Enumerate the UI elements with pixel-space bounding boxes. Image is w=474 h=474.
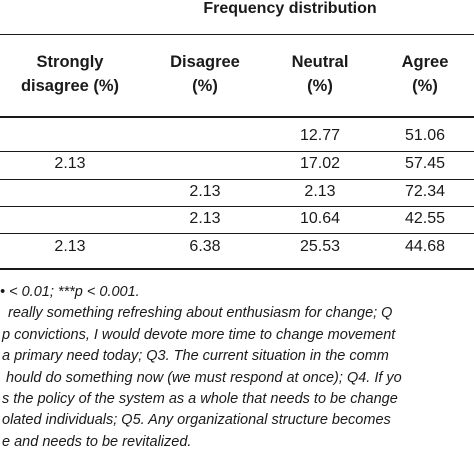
table-notes: • < 0.01; ***p < 0.001. really something… (0, 282, 474, 453)
row-rule (0, 151, 474, 152)
cell-agree: 42.55 (404, 210, 446, 227)
group-header: Frequency distribution (203, 0, 377, 17)
table-row: 2.13 17.02 57.45 (0, 155, 474, 175)
cell-neutral: 10.64 (299, 210, 341, 227)
cell-strongly-disagree: 2.13 (54, 155, 86, 172)
significance-note: • < 0.01; ***p < 0.001. (0, 284, 140, 300)
top-rule (0, 34, 474, 35)
note-line: e and needs to be revitalized. (2, 433, 192, 450)
column-header-disagree: Disagree (%) (170, 53, 240, 95)
table-row: 2.13 6.38 25.53 44.68 (0, 238, 474, 258)
row-rule (0, 206, 474, 207)
cell-neutral: 12.77 (299, 127, 341, 144)
cell-neutral: 2.13 (304, 183, 336, 200)
cell-neutral: 25.53 (299, 238, 341, 255)
table-row: 2.13 2.13 72.34 (0, 183, 474, 203)
cell-neutral: 17.02 (299, 155, 341, 172)
row-rule (0, 179, 474, 180)
row-rule (0, 233, 474, 234)
cell-agree: 51.06 (404, 127, 446, 144)
cell-agree: 72.34 (404, 183, 446, 200)
table-row: 2.13 10.64 42.55 (0, 210, 474, 230)
cell-strongly-disagree: 2.13 (54, 238, 86, 255)
note-line: p convictions, I would devote more time … (2, 326, 396, 343)
note-line: s the policy of the system as a whole th… (2, 391, 398, 408)
column-header-strongly-disagree: Strongly disagree (%) (20, 53, 120, 95)
column-header-neutral: Neutral (%) (291, 53, 349, 95)
cell-agree: 57.45 (404, 155, 446, 172)
cell-disagree: 2.13 (189, 183, 221, 200)
note-line: really something refreshing about enthus… (8, 305, 393, 322)
cell-disagree: 2.13 (189, 210, 221, 227)
column-header-agree: Agree (%) (401, 53, 449, 95)
cell-disagree: 6.38 (189, 238, 221, 255)
header-rule (0, 116, 474, 118)
table-row: 12.77 51.06 (0, 127, 474, 147)
note-line: hould do something now (we must respond … (6, 369, 402, 386)
note-line: a primary need today; Q3. The current si… (2, 348, 389, 365)
bottom-rule (0, 268, 474, 270)
cell-agree: 44.68 (404, 238, 446, 255)
note-line: olated individuals; Q5. Any organization… (2, 412, 391, 429)
